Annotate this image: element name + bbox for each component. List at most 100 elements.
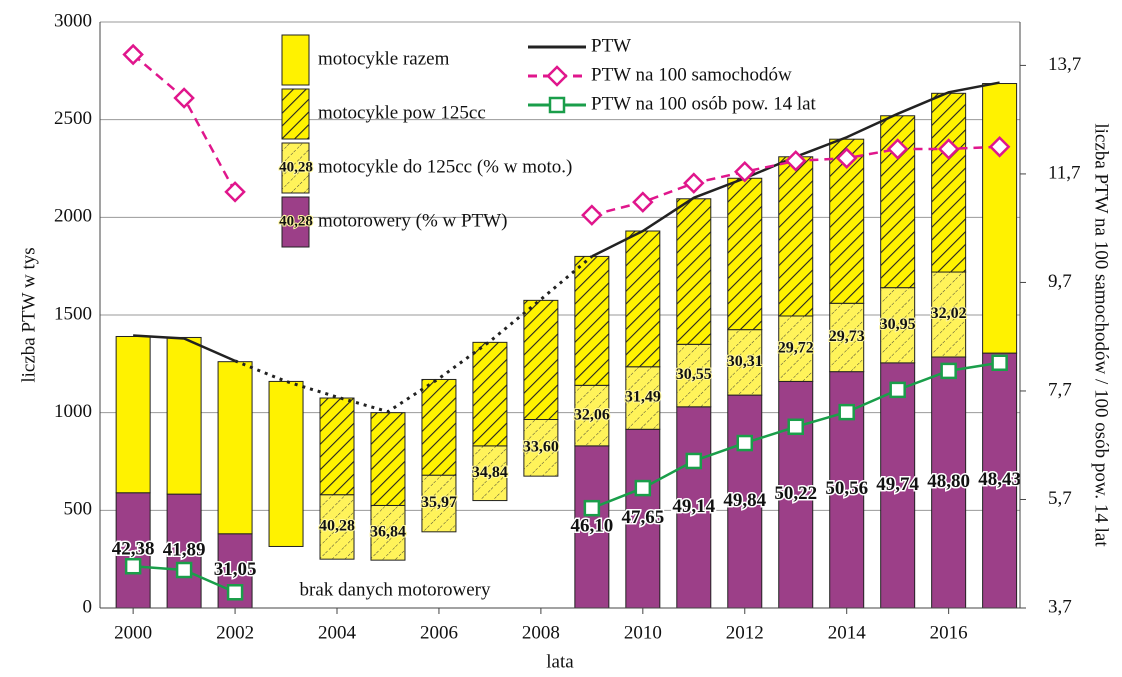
legend-label: motocykle razem — [318, 48, 450, 69]
data-label: 31,49 — [625, 389, 661, 406]
data-label: 29,72 — [778, 339, 814, 356]
x-axis-label: lata — [546, 651, 574, 672]
bar — [931, 356, 967, 609]
bar — [880, 287, 916, 364]
bar — [676, 198, 712, 345]
x-tick-label: 2012 — [726, 622, 764, 643]
bar — [625, 366, 661, 430]
bar — [472, 341, 508, 447]
legend-label: motocykle pow 125cc — [318, 102, 486, 123]
marker — [991, 354, 1008, 371]
bar — [829, 371, 865, 609]
data-label: 41,89 — [163, 539, 206, 560]
y-tick-label: 1500 — [54, 303, 92, 324]
marker — [886, 138, 909, 160]
data-label: 30,31 — [727, 353, 763, 370]
bar — [931, 92, 967, 273]
marker — [583, 499, 601, 517]
bar — [982, 352, 1018, 609]
bar — [269, 546, 303, 608]
x-tick-label: 2000 — [114, 622, 152, 643]
bar — [574, 384, 610, 447]
line — [132, 53, 237, 193]
legend-swatch — [281, 196, 310, 248]
y-tick-label: 2500 — [54, 108, 92, 129]
marker — [548, 96, 566, 114]
bar — [319, 494, 355, 560]
y2-tick-label: 13,7 — [1048, 54, 1081, 75]
legend-label: motocykle do 125cc (% w moto.) — [318, 156, 572, 177]
grid — [100, 21, 1020, 609]
legend-sample-label: 40,28 — [279, 159, 313, 175]
bar — [574, 255, 610, 386]
y-tick-label: 500 — [64, 499, 93, 520]
data-label: 42,38 — [112, 539, 155, 560]
marker — [683, 172, 705, 194]
marker — [634, 479, 652, 497]
line — [133, 334, 236, 363]
marker — [835, 147, 858, 169]
marker — [122, 43, 144, 66]
marker — [736, 434, 754, 452]
marker — [940, 362, 957, 380]
y2-tick-label: 5,7 — [1048, 488, 1072, 509]
bar — [625, 230, 661, 368]
x-tick-label: 2016 — [930, 622, 968, 643]
marker — [988, 136, 1011, 158]
bar — [523, 299, 559, 421]
bar — [829, 302, 865, 373]
marker — [173, 87, 195, 109]
data-label: 29,73 — [829, 328, 865, 345]
data-label: 32,06 — [574, 406, 610, 423]
bar — [982, 83, 1018, 354]
legend-label: PTW na 100 samochodów — [591, 64, 792, 85]
y2-tick-label: 3,7 — [1048, 596, 1072, 617]
bar — [319, 397, 355, 496]
marker — [175, 561, 193, 579]
y2-tick-label: 11,7 — [1048, 162, 1081, 183]
x-tick-label: 2010 — [624, 622, 662, 643]
marker — [685, 452, 703, 470]
data-label: 50,56 — [825, 478, 868, 499]
marker — [224, 181, 246, 203]
legend-sample-label: 40,28 — [279, 213, 313, 229]
x-tick-label: 2014 — [828, 622, 867, 643]
bar — [931, 271, 967, 358]
bar — [472, 445, 508, 502]
bar — [524, 476, 558, 608]
y-tick-label: 3000 — [54, 10, 92, 31]
marker — [632, 191, 654, 213]
bar — [880, 115, 916, 289]
bar — [166, 336, 202, 495]
y-tick-label: 2000 — [54, 206, 92, 227]
bar — [625, 428, 661, 609]
marker — [787, 418, 804, 436]
legend-label: motorowery (% w PTW) — [318, 210, 507, 231]
legend-label: PTW — [591, 35, 631, 56]
marker — [937, 138, 960, 160]
data-label: 49,74 — [876, 474, 919, 495]
bar — [676, 343, 712, 408]
data-label: 48,80 — [927, 471, 970, 492]
bar — [217, 361, 253, 535]
bar — [370, 412, 406, 506]
marker — [889, 381, 906, 399]
marker — [581, 204, 603, 226]
y2-axis-label: liczba PTW na 100 samochodów / 100 osób … — [1091, 123, 1112, 547]
bar — [370, 504, 406, 561]
data-label: 40,28 — [319, 518, 355, 535]
legend-label: PTW na 100 osób pow. 14 lat — [591, 93, 817, 114]
marker — [838, 403, 855, 421]
bar — [421, 474, 457, 533]
data-label: 31,05 — [214, 559, 257, 580]
x-tick-label: 2008 — [522, 622, 560, 643]
legend-swatch — [281, 142, 310, 194]
marker — [226, 584, 244, 601]
bar — [268, 380, 304, 547]
y2-tick-label: 7,7 — [1048, 379, 1072, 400]
marker — [124, 557, 142, 575]
data-label: 46,10 — [570, 515, 613, 536]
bar — [727, 177, 763, 331]
marker — [784, 150, 807, 172]
